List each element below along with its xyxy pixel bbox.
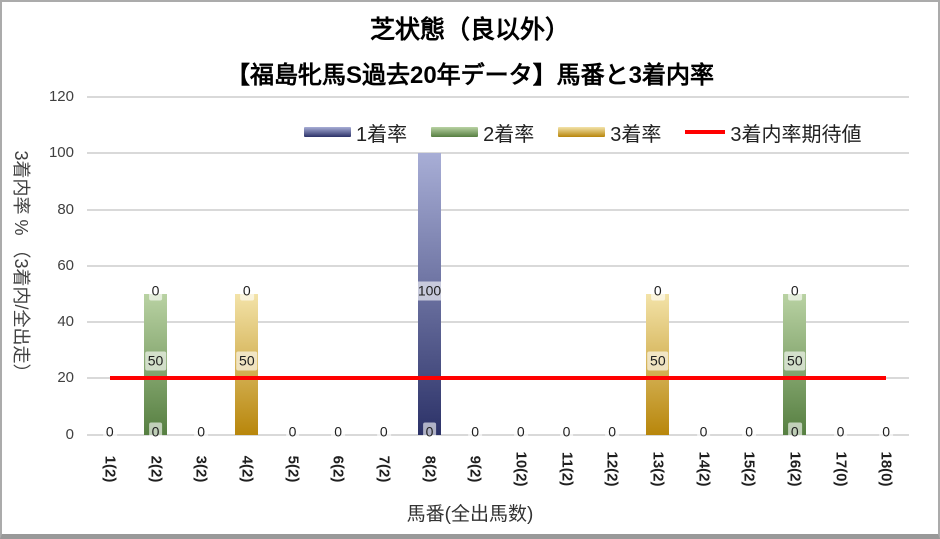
data-label: 0 (787, 422, 802, 441)
data-label: 0 (468, 422, 483, 441)
x-tick-label: 8(2) (421, 455, 438, 483)
y-tick-label: 60 (57, 256, 74, 274)
data-label: 100 (414, 281, 445, 301)
x-tick-label: 13(2) (649, 451, 667, 487)
data-label: 0 (787, 281, 802, 301)
data-label: 0 (650, 281, 665, 301)
gridline (87, 433, 909, 436)
x-tick-label: 10(2) (512, 451, 530, 487)
data-label: 0 (102, 422, 117, 441)
legend-item-expected-value: 3着内率期待値 (685, 118, 862, 147)
x-tick-label: 15(2) (740, 451, 758, 487)
data-label: 0 (148, 281, 163, 301)
x-tick-label: 11(2) (558, 451, 575, 487)
data-label: 0 (331, 422, 346, 441)
data-label: 0 (559, 422, 574, 441)
x-tick-label: 12(2) (603, 451, 621, 487)
x-tick-label: 1(2) (101, 455, 119, 483)
data-label: 0 (148, 422, 163, 441)
data-label: 0 (605, 422, 620, 441)
y-tick-label: 0 (65, 425, 74, 443)
data-label: 0 (285, 422, 300, 441)
gridline (87, 152, 909, 155)
gridline (87, 208, 909, 211)
x-tick-label: 14(2) (695, 451, 712, 487)
legend-label-third-rate: 3着率 (610, 123, 662, 146)
x-tick-label: 17(0) (832, 451, 849, 487)
legend-swatch-third-rate (558, 127, 606, 137)
x-tick-label: 4(2) (238, 455, 256, 483)
data-label: 0 (696, 422, 711, 441)
legend-item-win-rate: 1着率 (304, 118, 407, 147)
gridline (87, 264, 909, 267)
legend-item-third-rate: 3着率 (558, 118, 661, 147)
legend-label-second-rate: 2着率 (483, 123, 535, 146)
x-tick-label: 7(2) (375, 455, 393, 483)
data-label: 50 (236, 351, 258, 371)
data-label: 0 (513, 422, 528, 441)
y-tick-label: 100 (48, 144, 74, 162)
data-label: 0 (239, 281, 254, 301)
expected-value-line (109, 376, 887, 381)
x-tick-label: 5(2) (284, 455, 301, 483)
y-tick-label: 120 (48, 88, 74, 105)
y-tick-label: 40 (57, 313, 74, 330)
data-label: 0 (376, 422, 391, 441)
chart-title: 芝状態（良以外） (369, 16, 570, 44)
data-label: 0 (194, 422, 209, 441)
data-label: 50 (144, 351, 167, 371)
legend-swatch-win-rate (304, 127, 351, 137)
gridline (87, 96, 909, 98)
data-label: 0 (742, 422, 757, 441)
x-tick-label: 16(2) (786, 451, 804, 487)
legend-item-second-rate: 2着率 (431, 118, 534, 147)
chart-subtitle: 【福島牝馬S過去20年データ】馬番と3着内率 (225, 62, 715, 89)
x-tick-label: 2(2) (147, 455, 164, 483)
x-tick-label: 6(2) (329, 455, 347, 483)
legend-line-swatch-expected-value (685, 130, 726, 134)
x-tick-label: 18(0) (877, 451, 895, 487)
data-label: 0 (879, 422, 894, 441)
x-axis-title: 馬番(全出馬数) (406, 504, 534, 525)
x-tick-label: 9(2) (466, 455, 484, 483)
x-tick-label: 3(2) (192, 455, 210, 483)
legend-label-win-rate: 1着率 (356, 123, 408, 146)
legend-label-expected-value: 3着内率期待値 (730, 123, 862, 146)
y-tick-label: 80 (57, 200, 74, 218)
y-tick-label: 20 (57, 369, 74, 387)
legend-swatch-second-rate (431, 127, 479, 137)
data-label: 0 (422, 422, 437, 441)
data-label: 0 (833, 422, 848, 441)
data-label: 50 (784, 351, 806, 371)
gridline (87, 321, 909, 323)
data-label: 50 (647, 351, 669, 371)
legend: 1着率 2着率 3着率 3着内率期待値 (304, 118, 862, 147)
